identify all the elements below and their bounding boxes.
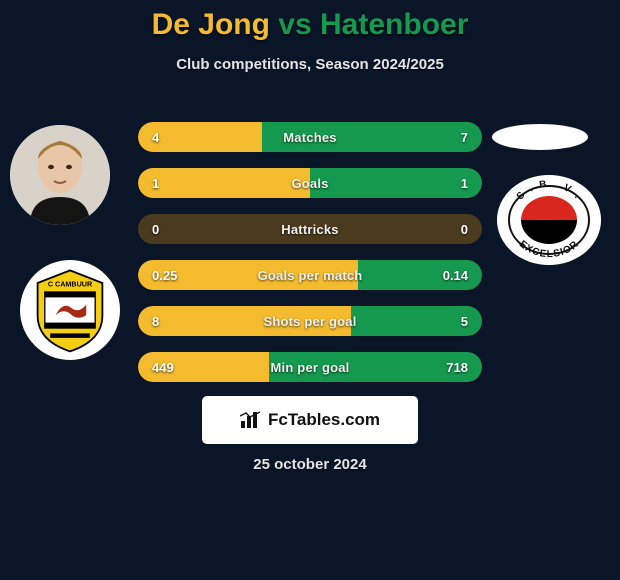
stat-label: Shots per goal: [198, 314, 422, 329]
stat-value-right: 718: [422, 360, 482, 375]
fctables-watermark: FcTables.com: [202, 396, 418, 444]
stat-row: 0.25Goals per match0.14: [138, 260, 482, 290]
stat-value-left: 449: [138, 360, 198, 375]
title-vs: vs: [270, 8, 320, 41]
left-club-badge: C CAMBUUR: [20, 260, 120, 360]
page-title: De Jong vs Hatenboer: [0, 0, 620, 42]
stat-value-left: 0.25: [138, 268, 198, 283]
stat-value-right: 0: [422, 222, 482, 237]
right-club-badge: S . B . V . EXCELSIOR: [497, 175, 601, 265]
stat-value-right: 0.14: [422, 268, 482, 283]
title-left-player: De Jong: [152, 8, 270, 41]
subtitle: Club competitions, Season 2024/2025: [0, 56, 620, 73]
stat-row: 1Goals1: [138, 168, 482, 198]
excelsior-badge-icon: S . B . V . EXCELSIOR: [497, 175, 601, 265]
stat-label: Matches: [198, 130, 422, 145]
right-player-avatar: [492, 124, 588, 150]
title-right-player: Hatenboer: [320, 8, 468, 41]
stat-label: Hattricks: [198, 222, 422, 237]
bar-chart-icon: [240, 411, 262, 429]
stats-container: 4Matches7 1Goals1 0Hattricks0 0.25Goals per…: [138, 122, 482, 398]
svg-text:C CAMBUUR: C CAMBUUR: [48, 280, 93, 289]
stat-row: 0Hattricks0: [138, 214, 482, 244]
fctables-text: FcTables.com: [268, 410, 380, 430]
cambuur-badge-icon: C CAMBUUR: [25, 265, 115, 355]
stat-value-left: 1: [138, 176, 198, 191]
stat-value-right: 1: [422, 176, 482, 191]
stat-value-right: 5: [422, 314, 482, 329]
stat-value-left: 8: [138, 314, 198, 329]
stat-row: 4Matches7: [138, 122, 482, 152]
footer-date: 25 october 2024: [0, 456, 620, 473]
player-face-icon: [10, 125, 110, 225]
stat-value-left: 4: [138, 130, 198, 145]
stat-row: 449Min per goal718: [138, 352, 482, 382]
stat-value-left: 0: [138, 222, 198, 237]
stat-value-right: 7: [422, 130, 482, 145]
stat-row: 8Shots per goal5: [138, 306, 482, 336]
left-player-avatar: [10, 125, 110, 225]
stat-label: Goals: [198, 176, 422, 191]
stat-label: Min per goal: [198, 360, 422, 375]
stat-label: Goals per match: [198, 268, 422, 283]
